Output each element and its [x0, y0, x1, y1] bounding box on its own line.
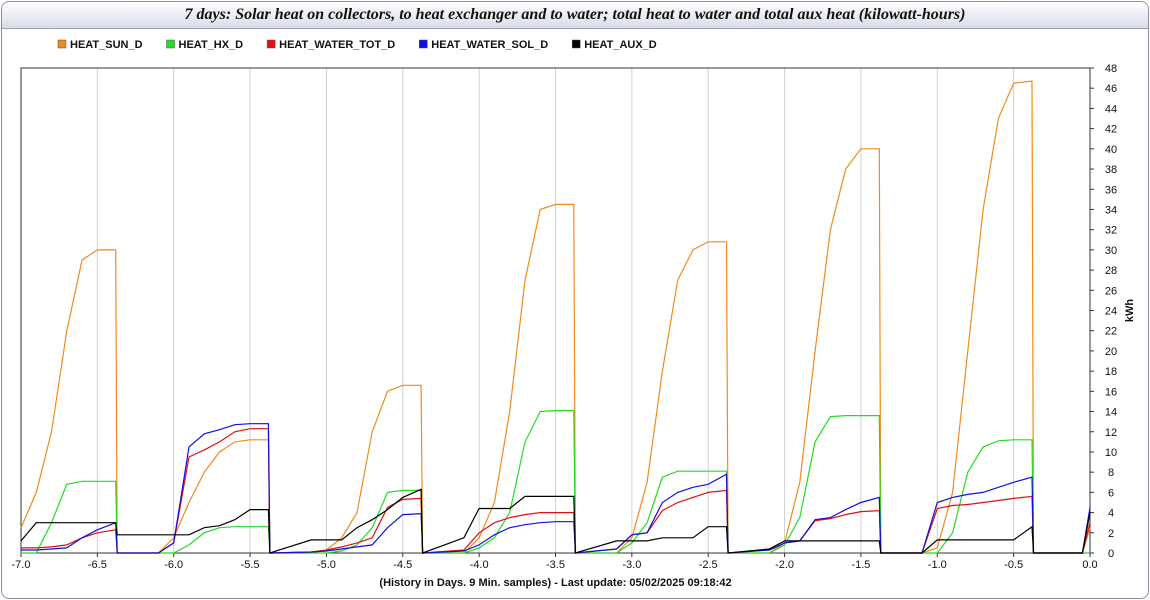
y-tick-label: 8 [1108, 467, 1114, 479]
y-tick-label: 12 [1105, 427, 1117, 439]
legend-label: HEAT_AUX_D [584, 39, 657, 51]
x-tick-label: -4.0 [470, 559, 489, 571]
x-tick-label: 0.0 [1082, 559, 1097, 571]
y-tick-label: 48 [1105, 63, 1117, 75]
data-line [21, 423, 1091, 554]
y-axis-label: kWh [1124, 299, 1136, 323]
legend-label: HEAT_HX_D [179, 39, 244, 51]
legend-marker [571, 39, 581, 49]
y-tick-label: 34 [1105, 204, 1117, 216]
x-tick-label: -0.5 [1004, 559, 1023, 571]
x-tick-label: -6.0 [164, 559, 183, 571]
x-tick-label: -3.0 [622, 559, 641, 571]
y-tick-label: 30 [1105, 245, 1117, 257]
y-tick-label: 14 [1105, 407, 1117, 419]
x-tick-label: -5.5 [241, 559, 260, 571]
legend-label: HEAT_WATER_TOT_D [279, 39, 395, 51]
x-tick-label: -2.0 [775, 559, 794, 571]
data-line [20, 80, 1091, 554]
x-axis-label: (History in Days. 9 Min. samples) - Last… [379, 577, 731, 589]
y-tick-label: 24 [1105, 306, 1117, 318]
y-tick-label: 40 [1105, 144, 1117, 156]
y-tick-label: 32 [1105, 225, 1117, 237]
y-tick-label: 16 [1105, 386, 1117, 398]
x-tick-label: -1.0 [928, 559, 947, 571]
y-tick-label: 4 [1108, 508, 1114, 520]
x-tick-label: -4.5 [393, 559, 412, 571]
y-tick-label: 46 [1105, 83, 1117, 95]
legend-marker [166, 39, 175, 49]
legend-label: HEAT_WATER_SOL_D [431, 39, 548, 51]
y-tick-label: 2 [1108, 528, 1114, 540]
y-tick-label: 26 [1105, 285, 1117, 297]
chart-title: 7 days: Solar heat on collectors, to hea… [2, 2, 1148, 29]
legend-marker [57, 39, 67, 49]
data-line [20, 488, 1091, 554]
x-tick-label: -1.5 [851, 559, 870, 571]
x-tick-label: -2.5 [699, 559, 718, 571]
x-tick-label: -3.5 [546, 559, 565, 571]
y-tick-label: 6 [1108, 487, 1114, 499]
y-tick-label: 18 [1105, 366, 1117, 378]
y-tick-label: 28 [1105, 265, 1117, 277]
y-tick-label: 36 [1105, 184, 1117, 196]
y-tick-label: 10 [1105, 447, 1117, 459]
x-tick-label: -5.0 [317, 559, 336, 571]
x-tick-label: -7.0 [12, 559, 31, 571]
data-line [21, 409, 1090, 554]
y-tick-label: 20 [1105, 346, 1117, 358]
legend-label: HEAT_SUN_D [70, 39, 143, 51]
y-tick-label: 42 [1105, 124, 1117, 136]
plot-area [20, 67, 1091, 554]
y-tick-label: 0 [1108, 548, 1114, 560]
y-tick-label: 22 [1105, 326, 1117, 338]
legend-marker [419, 39, 428, 49]
y-tick-label: 38 [1105, 164, 1117, 176]
legend-marker [266, 39, 276, 49]
y-tick-label: 44 [1105, 103, 1117, 115]
x-tick-label: -6.5 [88, 559, 107, 571]
